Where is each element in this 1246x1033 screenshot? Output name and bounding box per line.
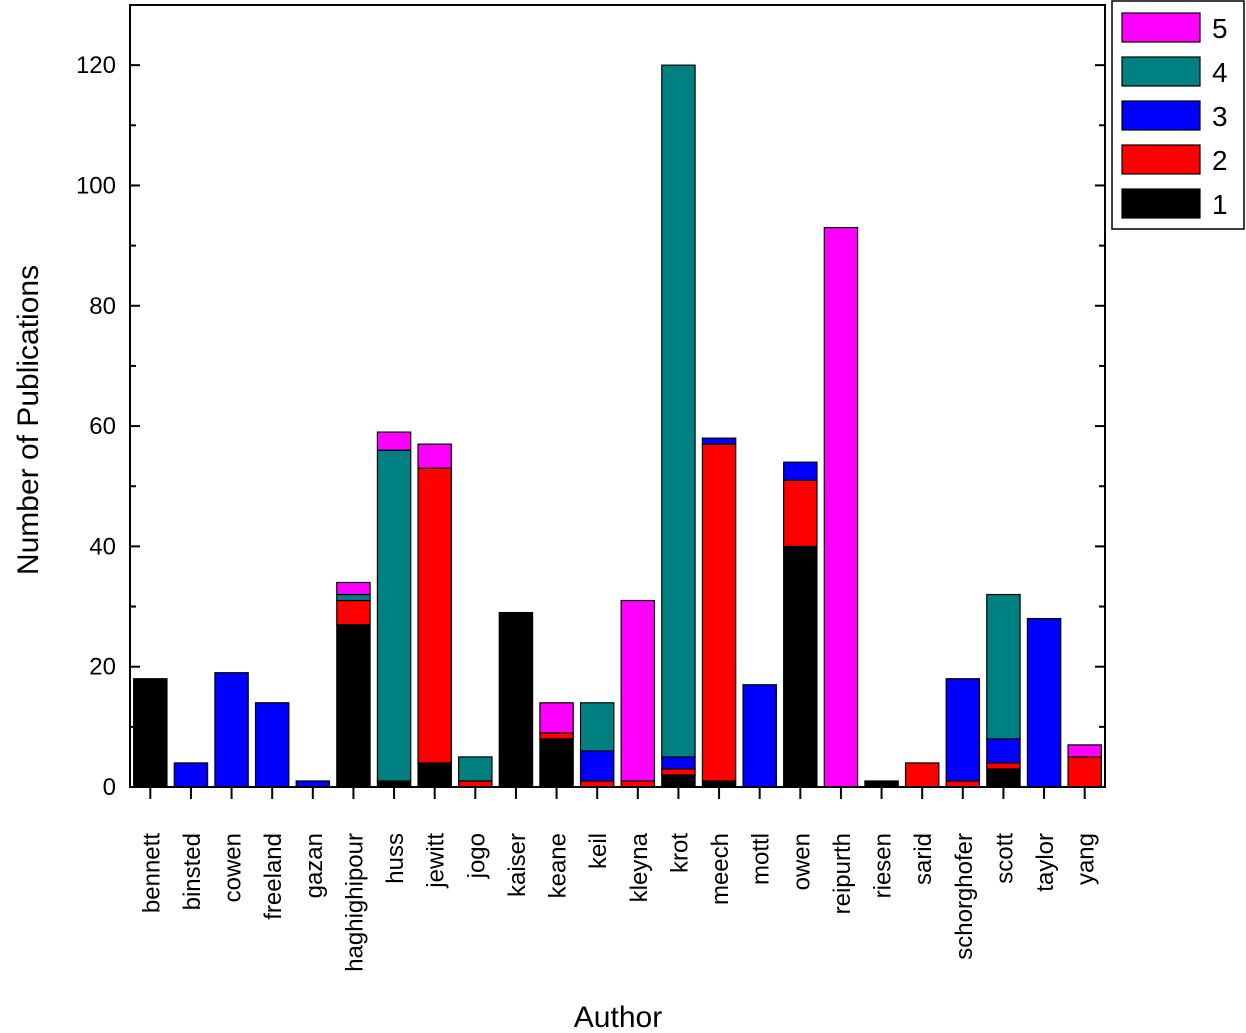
bar-reipurth-level-5 — [823, 226, 859, 788]
legend-label-5: 5 — [1212, 13, 1228, 44]
x-tick-label-keil: keil — [585, 833, 612, 869]
bar-keane-level-5 — [539, 702, 574, 734]
legend-label-3: 3 — [1212, 101, 1228, 132]
x-tick-label-taylor: taylor — [1032, 833, 1059, 892]
bar-jogo-level-4 — [458, 756, 493, 782]
x-axis-title: Author — [574, 1001, 662, 1033]
x-tick-label-bennett: bennett — [138, 833, 165, 913]
bar-mottl-level-3 — [742, 684, 777, 788]
x-tick-label-huss: huss — [382, 833, 409, 884]
bar-keil-level-4 — [579, 702, 615, 752]
plot-frame — [129, 4, 1106, 788]
x-axis: bennett binsted cowen freeland gazan haghighi… — [138, 787, 1100, 972]
bar-owen-level-1 — [783, 545, 818, 788]
bar-krot-level-4 — [661, 64, 696, 758]
bar-owen-level-3 — [783, 461, 818, 481]
bar-keane-level-2 — [539, 732, 574, 740]
x-tick-label-jewitt: jewitt — [423, 833, 450, 889]
x-tick-label-scott: scott — [991, 833, 1018, 884]
legend-swatch-4 — [1121, 56, 1201, 87]
bars-layer — [133, 64, 1102, 788]
bar-freeland-level-3 — [254, 702, 290, 788]
bar-krot-level-2 — [661, 768, 696, 776]
y-axis-title: Number of Publications — [12, 265, 45, 575]
x-tick-label-kleyna: kleyna — [626, 832, 653, 902]
x-tick-label-schorghofer: schorghofer — [951, 833, 978, 960]
bar-jewitt-level-2 — [417, 467, 452, 764]
legend-label-2: 2 — [1212, 145, 1228, 176]
bar-scott-level-1 — [986, 768, 1021, 788]
bar-meech-level-3 — [701, 437, 737, 445]
bar-haghighipour-level-2 — [336, 599, 371, 626]
x-tick-label-sarid: sarid — [910, 833, 937, 885]
bar-jewitt-level-1 — [417, 762, 452, 788]
legend-label-1: 1 — [1212, 189, 1228, 220]
bar-huss-level-4 — [376, 449, 412, 782]
x-tick-label-freeland: freeland — [260, 833, 287, 920]
bar-meech-level-2 — [701, 443, 737, 782]
legend: 5 4 3 2 1 — [1111, 0, 1245, 230]
bar-haghighipour-level-1 — [336, 623, 371, 788]
bar-keil-level-3 — [579, 750, 615, 782]
bar-yang-level-5 — [1067, 744, 1102, 758]
legend-label-4: 4 — [1212, 57, 1228, 88]
bar-scott-level-3 — [986, 738, 1021, 764]
x-tick-label-gazan: gazan — [301, 833, 328, 898]
bar-taylor-level-3 — [1026, 617, 1062, 788]
legend-swatch-3 — [1121, 100, 1201, 131]
x-tick-label-owen: owen — [788, 833, 815, 890]
x-tick-label-haghighipour: haghighipour — [341, 833, 368, 972]
bar-scott-level-2 — [986, 762, 1021, 770]
x-tick-label-yang: yang — [1073, 833, 1100, 885]
bar-kleyna-level-5 — [620, 599, 656, 782]
x-tick-label-krot: krot — [666, 833, 693, 873]
legend-swatch-1 — [1121, 188, 1201, 219]
bar-haghighipour-level-5 — [336, 581, 371, 596]
x-tick-label-meech: meech — [707, 833, 734, 905]
bar-krot-level-1 — [661, 774, 696, 788]
bar-keane-level-1 — [539, 738, 574, 788]
bar-jewitt-level-5 — [417, 443, 452, 469]
y-tick-label: 20 — [89, 654, 116, 681]
bar-binsted-level-3 — [173, 762, 209, 788]
legend-swatch-5 — [1121, 12, 1201, 43]
x-tick-label-reipurth: reipurth — [829, 833, 856, 914]
x-tick-label-kaiser: kaiser — [504, 833, 531, 897]
bar-krot-level-3 — [661, 756, 696, 770]
x-tick-label-riesen: riesen — [870, 833, 897, 898]
bar-sarid-level-2 — [904, 762, 940, 788]
y-tick-label: 0 — [103, 774, 116, 801]
y-tick-label: 120 — [76, 52, 116, 79]
bar-huss-level-5 — [376, 431, 412, 451]
y-axis: 0 20 40 60 80 100 120 — [76, 4, 1105, 801]
bar-cowen-level-3 — [214, 672, 249, 788]
bar-bennett-level-1 — [133, 678, 168, 788]
x-tick-label-mottl: mottl — [748, 833, 775, 885]
x-tick-label-keane: keane — [545, 833, 572, 898]
y-tick-label: 40 — [89, 533, 116, 560]
bar-schorghofer-level-3 — [945, 678, 981, 782]
x-tick-label-jogo: jogo — [463, 833, 490, 879]
x-tick-label-binsted: binsted — [179, 833, 206, 910]
bar-kaiser-level-1 — [498, 611, 534, 788]
bar-owen-level-2 — [783, 479, 818, 547]
legend-swatch-2 — [1121, 144, 1201, 175]
y-tick-label: 80 — [89, 293, 116, 320]
bar-scott-level-4 — [986, 593, 1021, 740]
x-tick-label-cowen: cowen — [220, 833, 247, 902]
y-tick-label: 100 — [76, 172, 116, 199]
bar-yang-level-2 — [1067, 756, 1102, 788]
y-tick-label: 60 — [89, 413, 116, 440]
bar-haghighipour-level-4 — [336, 593, 371, 602]
